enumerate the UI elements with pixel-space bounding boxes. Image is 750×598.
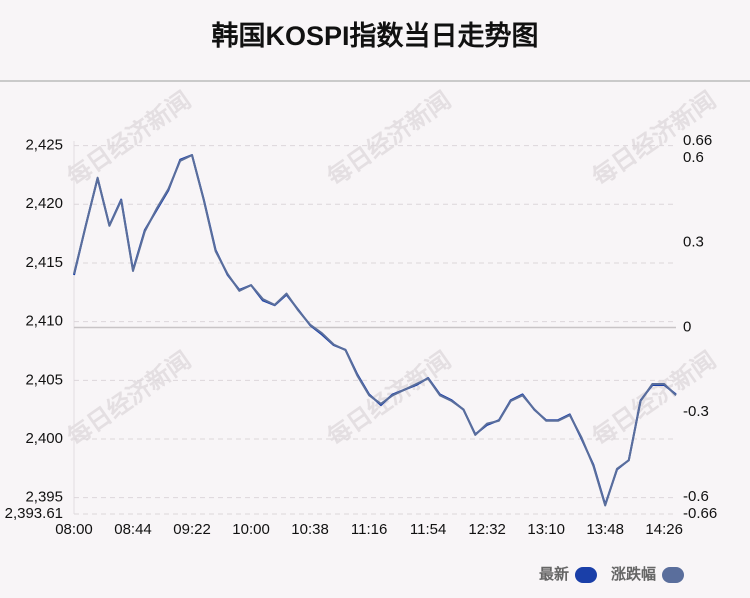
x-tick-label: 13:10 xyxy=(527,521,565,538)
legend-label: 最新 xyxy=(539,565,569,583)
x-tick-label: 13:48 xyxy=(586,521,624,538)
y2-tick-label: -0.66 xyxy=(683,505,717,522)
y-tick-label: 2,420 xyxy=(25,195,63,212)
legend-swatch xyxy=(574,567,597,583)
x-tick-label: 10:00 xyxy=(232,521,270,538)
y2-tick-label: -0.6 xyxy=(683,488,709,505)
watermark: 每日经济新闻 xyxy=(62,85,197,191)
series-line xyxy=(73,154,677,507)
y-tick-label: 2,400 xyxy=(25,430,63,447)
x-tick-label: 12:32 xyxy=(468,521,506,538)
y-tick-label: 2,410 xyxy=(25,313,63,330)
x-tick-label: 11:16 xyxy=(351,521,387,538)
chart-title: 韩国KOSPI指数当日走势图 xyxy=(211,21,538,51)
x-tick-label: 14:26 xyxy=(645,521,683,538)
series-line xyxy=(73,154,677,506)
x-tick-label: 08:44 xyxy=(114,521,152,538)
x-tick-label: 08:00 xyxy=(55,521,93,538)
y2-tick-label: 0.66 xyxy=(683,132,712,149)
x-tick-label: 09:22 xyxy=(173,521,211,538)
y-tick-label: 2,425 xyxy=(25,137,63,154)
watermark: 每日经济新闻 xyxy=(322,85,457,191)
y2-tick-label: -0.3 xyxy=(683,403,709,420)
y-tick-label: 2,395 xyxy=(25,489,63,506)
legend-label: 涨跌幅 xyxy=(611,565,656,583)
y2-tick-label: 0.3 xyxy=(683,234,704,251)
x-tick-label: 11:54 xyxy=(410,521,446,538)
watermark: 每日经济新闻 xyxy=(587,345,722,451)
y-tick-label: 2,405 xyxy=(25,371,63,388)
y2-tick-label: 0.6 xyxy=(683,149,704,166)
y2-tick-label: 0 xyxy=(683,318,691,335)
y-tick-label: 2,415 xyxy=(25,254,63,271)
watermark: 每日经济新闻 xyxy=(62,345,197,451)
y-tick-label: 2,393.61 xyxy=(5,505,63,522)
x-tick-label: 10:38 xyxy=(291,521,329,538)
legend-swatch xyxy=(662,567,684,583)
